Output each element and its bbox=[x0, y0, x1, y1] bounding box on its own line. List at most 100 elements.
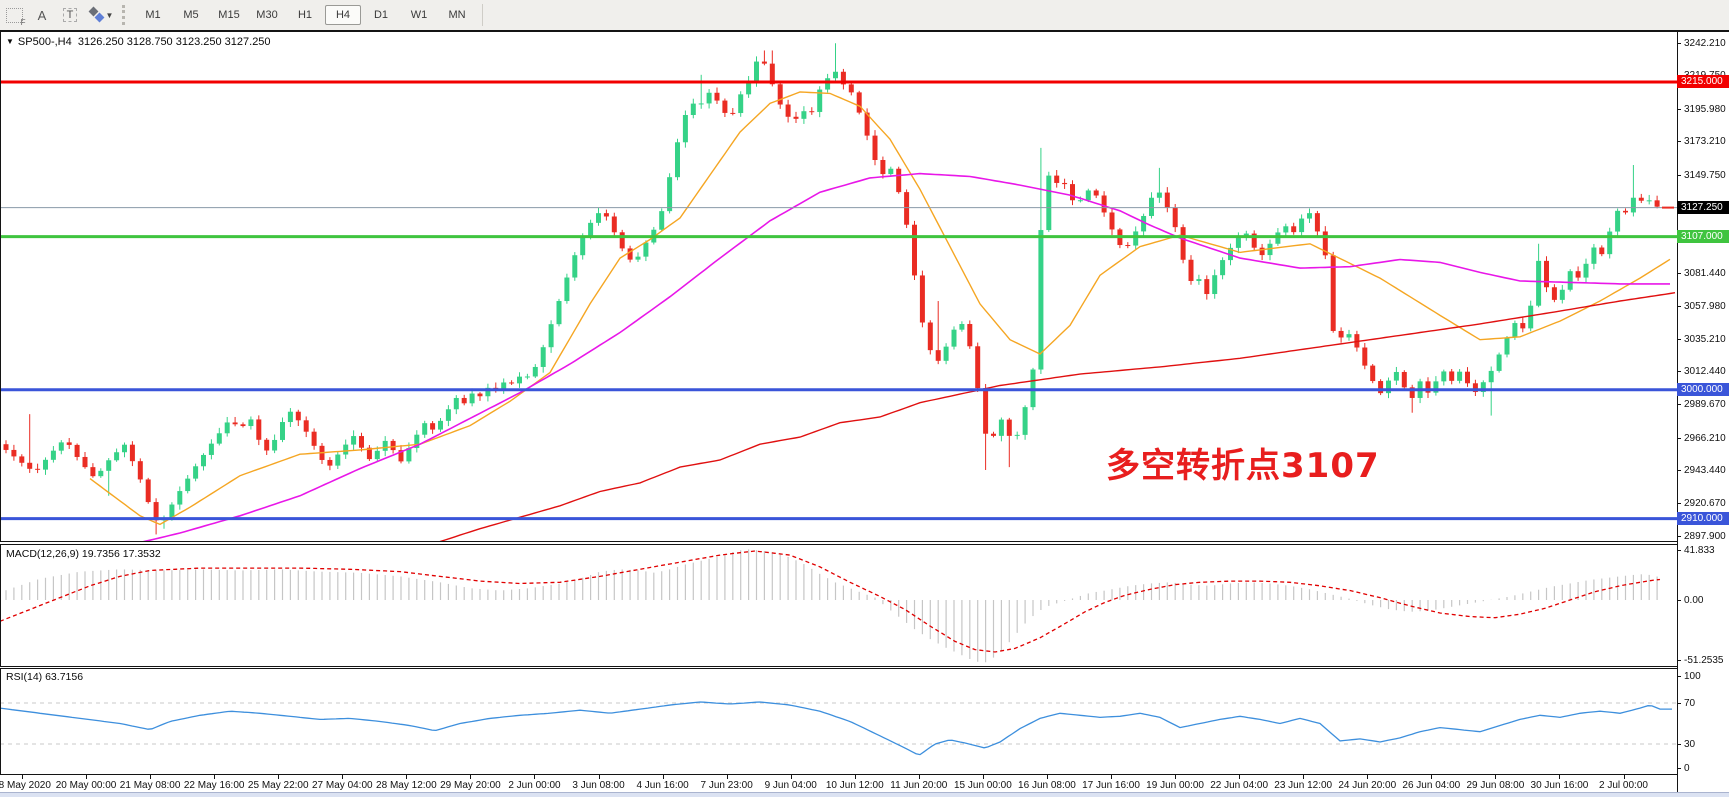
time-axis[interactable] bbox=[0, 775, 1677, 792]
price-tick bbox=[1677, 338, 1681, 340]
rsi-tick bbox=[1677, 743, 1681, 745]
price-tick bbox=[1677, 371, 1681, 373]
time-axis-label: 24 Jun 20:00 bbox=[1338, 780, 1397, 791]
time-tick bbox=[790, 775, 792, 779]
time-axis-label: 26 Jun 04:00 bbox=[1402, 780, 1461, 791]
ma-slow-red bbox=[439, 292, 1676, 541]
price-tick bbox=[1677, 74, 1681, 76]
time-axis-label: 23 Jun 12:00 bbox=[1274, 780, 1333, 791]
price-axis-label: 2920.670 bbox=[1684, 497, 1726, 509]
timeframe-button-w1[interactable]: W1 bbox=[410, 9, 428, 21]
grid-glyph: F bbox=[5, 7, 26, 27]
hline-price-tag[interactable]: 3215.000 bbox=[1677, 75, 1729, 89]
annotation-text: 多空转折点3107 bbox=[1106, 446, 1380, 486]
time-axis-label: 9 Jun 04:00 bbox=[764, 780, 817, 791]
hline-price-tag[interactable]: 3107.000 bbox=[1677, 230, 1729, 244]
timeframe-button-m5[interactable]: M5 bbox=[183, 9, 199, 21]
price-tick bbox=[1677, 470, 1681, 472]
macd-canvas[interactable] bbox=[0, 545, 1677, 666]
time-tick bbox=[1175, 775, 1177, 779]
timeframe-button-d1[interactable]: D1 bbox=[373, 9, 389, 21]
time-tick bbox=[854, 775, 856, 779]
timeframe-button-m30[interactable]: M30 bbox=[256, 9, 278, 21]
panel-separator[interactable] bbox=[0, 541, 1729, 545]
time-tick bbox=[1239, 775, 1241, 779]
price-axis-label: 3081.440 bbox=[1684, 267, 1726, 279]
rsi-tick bbox=[1677, 702, 1681, 704]
price-axis-label: 2989.670 bbox=[1684, 399, 1726, 411]
timeframe-button-h4[interactable]: H4 bbox=[325, 5, 361, 25]
time-tick bbox=[1046, 775, 1048, 779]
time-axis-label: 22 Jun 04:00 bbox=[1210, 780, 1269, 791]
time-axis-label: 29 May 20:00 bbox=[440, 780, 501, 791]
time-axis-label: 4 Jun 16:00 bbox=[636, 780, 689, 791]
symbol-label: SP500-,H4 bbox=[17, 36, 72, 48]
time-tick bbox=[22, 775, 23, 779]
price-tick bbox=[1677, 306, 1681, 308]
timeframe-button-m15[interactable]: M15 bbox=[218, 9, 240, 21]
rsi-axis-label: 100 bbox=[1684, 670, 1701, 682]
price-axis-label: 2966.210 bbox=[1684, 432, 1726, 444]
ma-fast-orange bbox=[89, 91, 1671, 526]
macd-panel[interactable] bbox=[0, 545, 1677, 666]
macd-tick bbox=[1677, 549, 1681, 551]
time-tick bbox=[918, 775, 920, 779]
price-tick bbox=[1677, 42, 1681, 44]
price-axis-label: 3173.210 bbox=[1684, 136, 1726, 148]
time-axis-label: 25 May 22:00 bbox=[247, 780, 309, 791]
toolbar: F A T ▼ M1 M5 M15 M30 H1 H4 D1 W1 MN bbox=[0, 0, 1729, 31]
time-axis-label: 2 Jul 00:00 bbox=[1599, 780, 1648, 791]
chart-title: ▼ SP500-,H4 3126.250 3128.750 3123.250 31… bbox=[6, 36, 271, 48]
time-axis-label: 18 May 2020 bbox=[0, 780, 51, 791]
main-chart-panel[interactable] bbox=[0, 32, 1677, 541]
price-axis-label: 2897.900 bbox=[1684, 530, 1726, 542]
price-axis-label: 3195.980 bbox=[1684, 103, 1726, 115]
time-axis-border bbox=[0, 774, 1729, 775]
cursor-a-icon[interactable]: A bbox=[37, 7, 47, 23]
chart-window-top-border bbox=[0, 30, 1729, 32]
price-tick bbox=[1677, 272, 1681, 274]
rsi-axis-label: 0 bbox=[1684, 762, 1690, 774]
style-diamonds-icon[interactable]: ▼ bbox=[86, 4, 116, 26]
timeframe-button-h1[interactable]: H1 bbox=[297, 9, 313, 21]
time-tick bbox=[1495, 775, 1497, 779]
price-axis-label: 2943.440 bbox=[1684, 465, 1726, 477]
time-tick bbox=[534, 775, 536, 779]
time-axis-label: 22 May 16:00 bbox=[183, 780, 245, 791]
time-axis-label: 30 Jun 16:00 bbox=[1530, 780, 1589, 791]
panel-separator[interactable] bbox=[0, 666, 1729, 669]
price-axis[interactable] bbox=[1677, 32, 1729, 792]
toolbar-separator bbox=[482, 4, 483, 26]
window-bottom-strip bbox=[0, 792, 1729, 797]
hline-price-tag[interactable]: 3000.000 bbox=[1677, 383, 1729, 397]
time-axis-label: 21 May 08:00 bbox=[119, 780, 181, 791]
timeframe-button-mn[interactable]: MN bbox=[448, 9, 466, 21]
time-axis-label: 7 Jun 23:00 bbox=[700, 780, 753, 791]
toolbar-grip[interactable] bbox=[122, 5, 130, 25]
rsi-label: RSI(14) 63.7156 bbox=[6, 671, 84, 683]
time-axis-label: 27 May 04:00 bbox=[311, 780, 373, 791]
time-axis-label: 16 Jun 08:00 bbox=[1018, 780, 1076, 791]
macd-tick bbox=[1677, 599, 1681, 601]
time-axis-label: 20 May 00:00 bbox=[55, 780, 117, 791]
price-tick bbox=[1677, 141, 1681, 143]
collapse-arrow-icon[interactable]: ▼ bbox=[6, 37, 14, 46]
indicators-grid-icon[interactable]: F bbox=[2, 4, 26, 27]
rsi-canvas[interactable] bbox=[0, 669, 1677, 774]
time-tick bbox=[1367, 775, 1369, 779]
time-tick bbox=[214, 775, 216, 779]
time-tick bbox=[726, 775, 728, 779]
rsi-axis-label: 30 bbox=[1684, 738, 1696, 750]
hline-price-tag[interactable]: 2910.000 bbox=[1677, 512, 1729, 526]
timeframe-button-m1[interactable]: M1 bbox=[145, 9, 161, 21]
time-tick bbox=[982, 775, 984, 779]
ohlc-values: 3126.250 3128.750 3123.250 3127.250 bbox=[77, 36, 271, 48]
time-axis-label: 19 Jun 00:00 bbox=[1146, 780, 1204, 791]
macd-axis-label: 41.833 bbox=[1684, 544, 1715, 556]
text-tool-icon[interactable]: T bbox=[58, 4, 82, 26]
rsi-panel[interactable] bbox=[0, 669, 1677, 774]
main-chart-canvas[interactable] bbox=[0, 32, 1677, 541]
ma-mid-magenta bbox=[142, 172, 1670, 541]
time-axis-label: 17 Jun 16:00 bbox=[1082, 780, 1140, 791]
